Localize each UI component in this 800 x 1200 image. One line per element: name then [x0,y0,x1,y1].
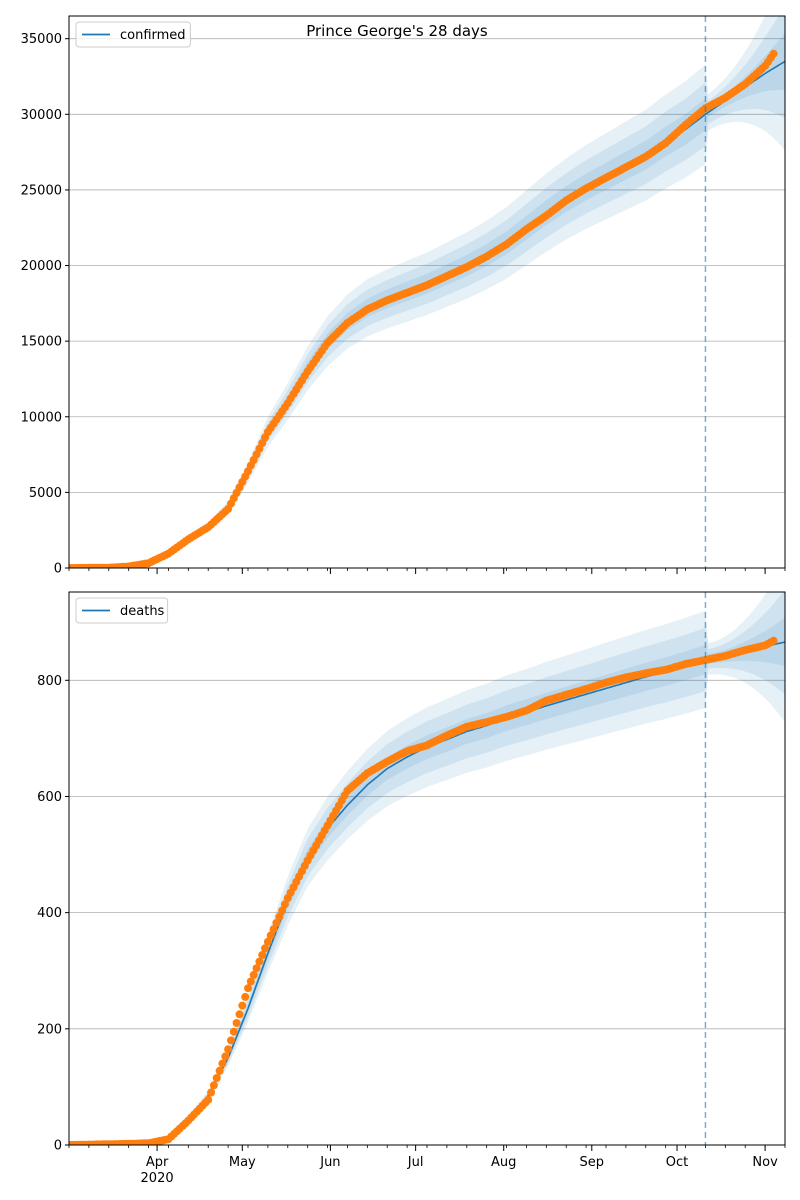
legend: confirmed [75,21,191,48]
observed-point [207,1088,216,1097]
uncertainty-band [69,16,785,568]
observed-point [221,1052,230,1061]
y-tick-label: 10000 [21,410,62,425]
observed-point [252,964,261,973]
y-tick-label: 30000 [21,108,62,123]
x-tick-label: Apr [146,1155,169,1170]
observed-point [278,906,287,915]
x-tick-label: May [229,1155,256,1170]
observed-point [255,957,264,966]
observed-point [241,992,250,1001]
y-tick-label: 5000 [29,486,62,501]
observed-point [218,1059,227,1068]
observed-point [235,1010,244,1019]
x-year-label: 2020 [141,1171,174,1186]
plot-area [69,16,785,568]
observed-point [266,931,275,940]
y-tick-label: 0 [54,562,62,577]
observed-point [204,1095,213,1104]
y-tick-label: 35000 [21,32,62,47]
uncertainty-band [69,33,785,568]
chart-title: Prince George's 28 days [306,22,488,40]
y-tick-label: 400 [37,906,62,921]
observed-point [244,984,252,993]
observed-point [769,636,778,645]
y-tick-label: 200 [37,1022,62,1037]
x-tick-label: Jul [407,1155,424,1170]
observed-point [280,900,289,909]
observed-point [258,951,267,959]
observed-point [238,1001,247,1010]
y-tick-label: 600 [37,790,62,805]
y-tick-label: 15000 [21,335,62,350]
observed-point [212,1074,221,1082]
observed-point [246,977,255,986]
observed-point [275,912,284,921]
legend-label: deaths [120,604,165,619]
uncertainty-band [69,16,785,568]
x-tick-label: Jun [319,1155,340,1170]
observed-point [272,919,281,927]
x-tick-label: Oct [666,1155,688,1170]
x-tick-label: Sep [580,1155,605,1170]
y-tick-label: 20000 [21,259,62,274]
observed-point [232,1019,241,1027]
y-tick-label: 25000 [21,183,62,198]
observed-point [209,1081,218,1090]
y-tick-label: 0 [54,1139,62,1154]
x-tick-label: Aug [491,1155,516,1170]
legend-box [75,597,169,624]
legend-box [75,21,191,48]
plot-area [69,592,785,1145]
legend: deaths [75,597,169,624]
observed-point [269,925,278,934]
observed-point [215,1066,224,1075]
x-tick-label: Nov [752,1155,778,1170]
observed-point [249,970,258,979]
observed-point [261,944,269,953]
confirmed-panel: 0 5000 10000 15000 20000 25000 30000 35000 confi… [21,15,786,577]
observed-point [229,1027,238,1036]
observed-point [227,1036,235,1045]
observed-point [769,49,778,58]
observed-point [263,937,272,946]
legend-label: confirmed [120,28,186,43]
y-tick-label: 800 [37,674,62,689]
observed-point [224,1045,233,1054]
